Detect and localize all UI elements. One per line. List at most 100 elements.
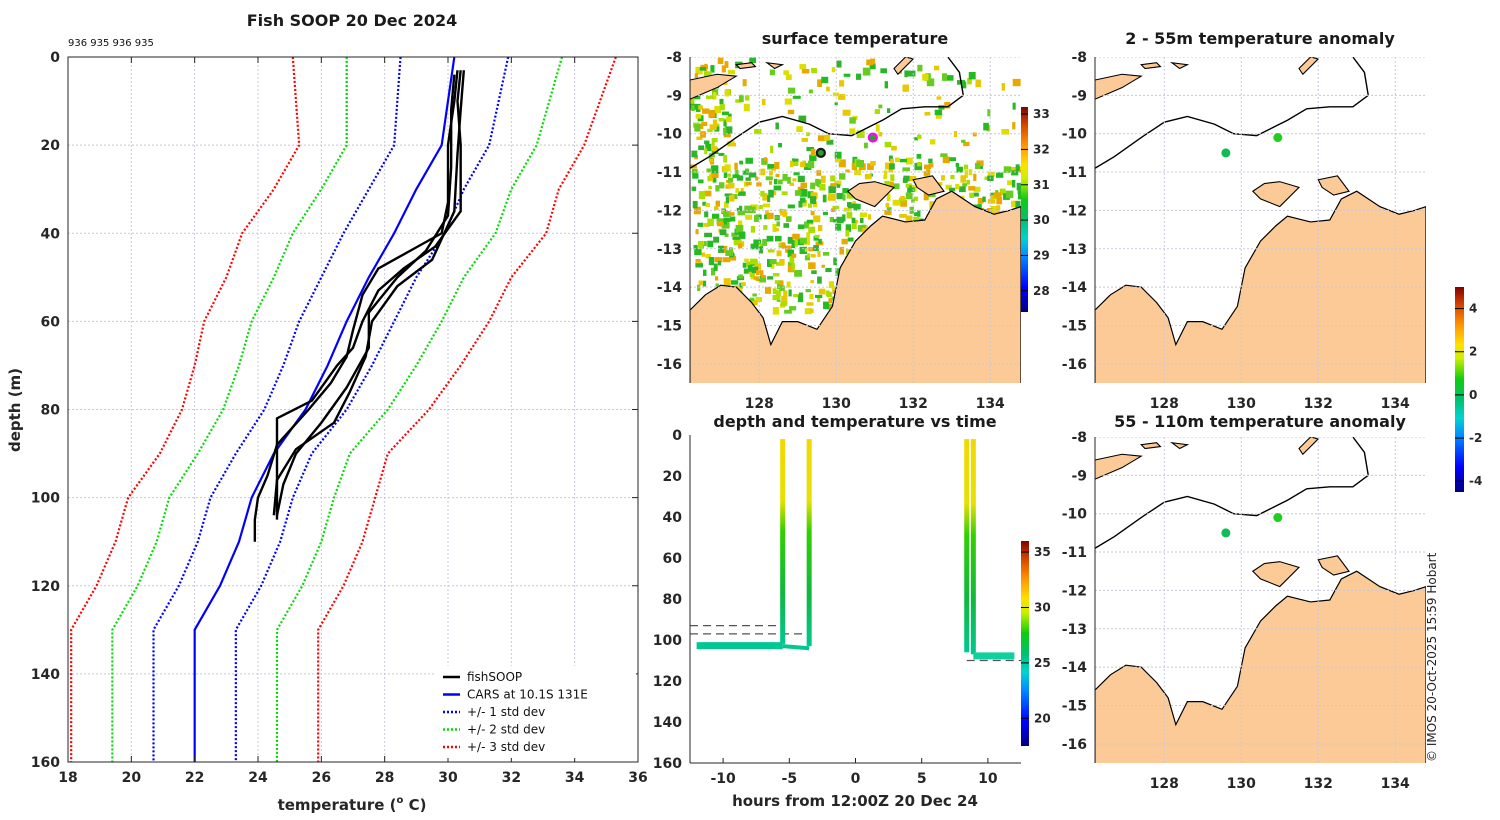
sst-pixel bbox=[889, 163, 895, 170]
sst-pixel bbox=[818, 288, 826, 295]
sst-pixel bbox=[715, 283, 719, 287]
sst-pixel bbox=[973, 186, 981, 192]
sst-pixel bbox=[779, 285, 785, 291]
sst-pixel bbox=[933, 65, 940, 71]
sst-pixel bbox=[839, 80, 845, 87]
y-tick-label: 160 bbox=[31, 755, 60, 771]
sst-pixel bbox=[752, 293, 757, 297]
sst-pixel bbox=[721, 245, 728, 253]
sst-pixel bbox=[832, 205, 840, 209]
sst-pixel bbox=[698, 105, 703, 110]
sst-pixel bbox=[966, 179, 971, 185]
legend-box bbox=[436, 666, 636, 758]
island bbox=[1298, 57, 1320, 76]
sst-pixel bbox=[748, 172, 757, 178]
sst-pixel bbox=[904, 70, 908, 78]
sst-pixel bbox=[892, 199, 901, 206]
sst-pixel bbox=[799, 64, 807, 70]
sst-pixel bbox=[794, 239, 799, 247]
sst-pixel bbox=[809, 308, 814, 313]
sst-pixel bbox=[908, 183, 913, 187]
sst-pixel bbox=[923, 192, 929, 201]
sst-pixel bbox=[842, 109, 851, 116]
land-mask bbox=[1095, 57, 1426, 383]
sst-pixel bbox=[758, 246, 764, 254]
sst-pixel bbox=[722, 257, 731, 263]
sst-pixel bbox=[709, 158, 714, 163]
sst-pixel bbox=[830, 208, 836, 212]
colorbar-tick-label: 2 bbox=[1469, 345, 1477, 359]
sst-pixel bbox=[695, 229, 699, 235]
x-tick-label: 24 bbox=[248, 770, 268, 786]
sst-pixel bbox=[883, 175, 887, 180]
sst-pixel bbox=[799, 246, 808, 255]
anomaly-marker bbox=[1273, 513, 1283, 523]
sst-pixel bbox=[692, 200, 698, 209]
sst-pixel bbox=[727, 69, 736, 75]
sst-pixel bbox=[691, 168, 698, 175]
sst-pixel bbox=[745, 177, 751, 181]
sst-pixel bbox=[859, 217, 864, 223]
sst-pixel bbox=[749, 273, 755, 278]
fish-profile-line bbox=[275, 74, 456, 516]
sst-pixel bbox=[735, 188, 739, 193]
sst-pixel bbox=[787, 236, 794, 244]
sst-pixel bbox=[810, 280, 814, 284]
sst-pixel bbox=[775, 290, 781, 297]
sst-pixel bbox=[806, 232, 811, 239]
coastline-land bbox=[1095, 190, 1426, 383]
sst-pixel bbox=[738, 231, 746, 239]
sst-pixel bbox=[959, 186, 966, 193]
sst-pixel bbox=[786, 218, 792, 222]
sst-pixel bbox=[810, 182, 816, 190]
sst-pixel bbox=[922, 73, 929, 81]
sst-pixel bbox=[937, 182, 943, 186]
sst-pixel bbox=[692, 173, 699, 179]
sst-pixel bbox=[742, 79, 747, 87]
colorbar-tick-label: 29 bbox=[1033, 248, 1050, 262]
island bbox=[734, 62, 757, 70]
sst-pixel bbox=[903, 175, 910, 182]
sst-pixel bbox=[758, 205, 763, 210]
sst-pixel bbox=[800, 161, 806, 168]
sst-pixel bbox=[847, 202, 852, 207]
sst-pixel bbox=[708, 153, 712, 162]
sst-pixel bbox=[785, 245, 792, 253]
sst-pixel bbox=[781, 191, 788, 196]
sst-pixel bbox=[762, 238, 768, 246]
sst-pixel bbox=[929, 139, 936, 145]
sst-pixel bbox=[766, 212, 774, 219]
sst-pixel bbox=[942, 156, 950, 164]
profile-xlabel: temperature (o C) bbox=[278, 795, 427, 814]
sst-pixel bbox=[793, 294, 801, 298]
sst-pixel bbox=[760, 190, 765, 197]
sst-pixel bbox=[846, 212, 853, 219]
sst-pixel bbox=[792, 161, 799, 167]
legend-label: fishSOOP bbox=[467, 670, 522, 684]
legend-label: +/- 3 std dev bbox=[467, 740, 545, 754]
lon-tick-label: 134 bbox=[1381, 396, 1410, 412]
fish-profile-line bbox=[272, 70, 466, 516]
sst-pixel bbox=[924, 164, 932, 170]
sst-pixel bbox=[1015, 164, 1020, 172]
lat-tick-label: -16 bbox=[657, 357, 682, 373]
sst-pixel bbox=[808, 262, 816, 269]
sst-pixel bbox=[749, 297, 755, 302]
sst-pixel bbox=[763, 157, 768, 161]
sst-pixel bbox=[715, 185, 720, 192]
sst-pixel bbox=[724, 173, 731, 177]
sst-pixel bbox=[699, 67, 706, 71]
profile-title: Fish SOOP 20 Dec 2024 bbox=[247, 11, 457, 30]
sst-pixel bbox=[779, 258, 785, 266]
x-tick-label: 10 bbox=[978, 771, 998, 787]
sst-pixel bbox=[734, 169, 739, 177]
sst-pixel bbox=[725, 126, 733, 134]
sst-pixel bbox=[842, 188, 849, 194]
sst-pixel bbox=[749, 258, 758, 265]
sst-pixel bbox=[884, 81, 888, 89]
sst-pixel bbox=[878, 104, 883, 109]
sst-pixel bbox=[695, 66, 703, 75]
sst-pixel bbox=[702, 201, 707, 206]
sst-pixel bbox=[911, 199, 915, 203]
anomaly-ticks: 128 130 132 134 -8 -9 -10 -11 -12 -13 -14 -15 -16 bbox=[1062, 50, 1410, 412]
